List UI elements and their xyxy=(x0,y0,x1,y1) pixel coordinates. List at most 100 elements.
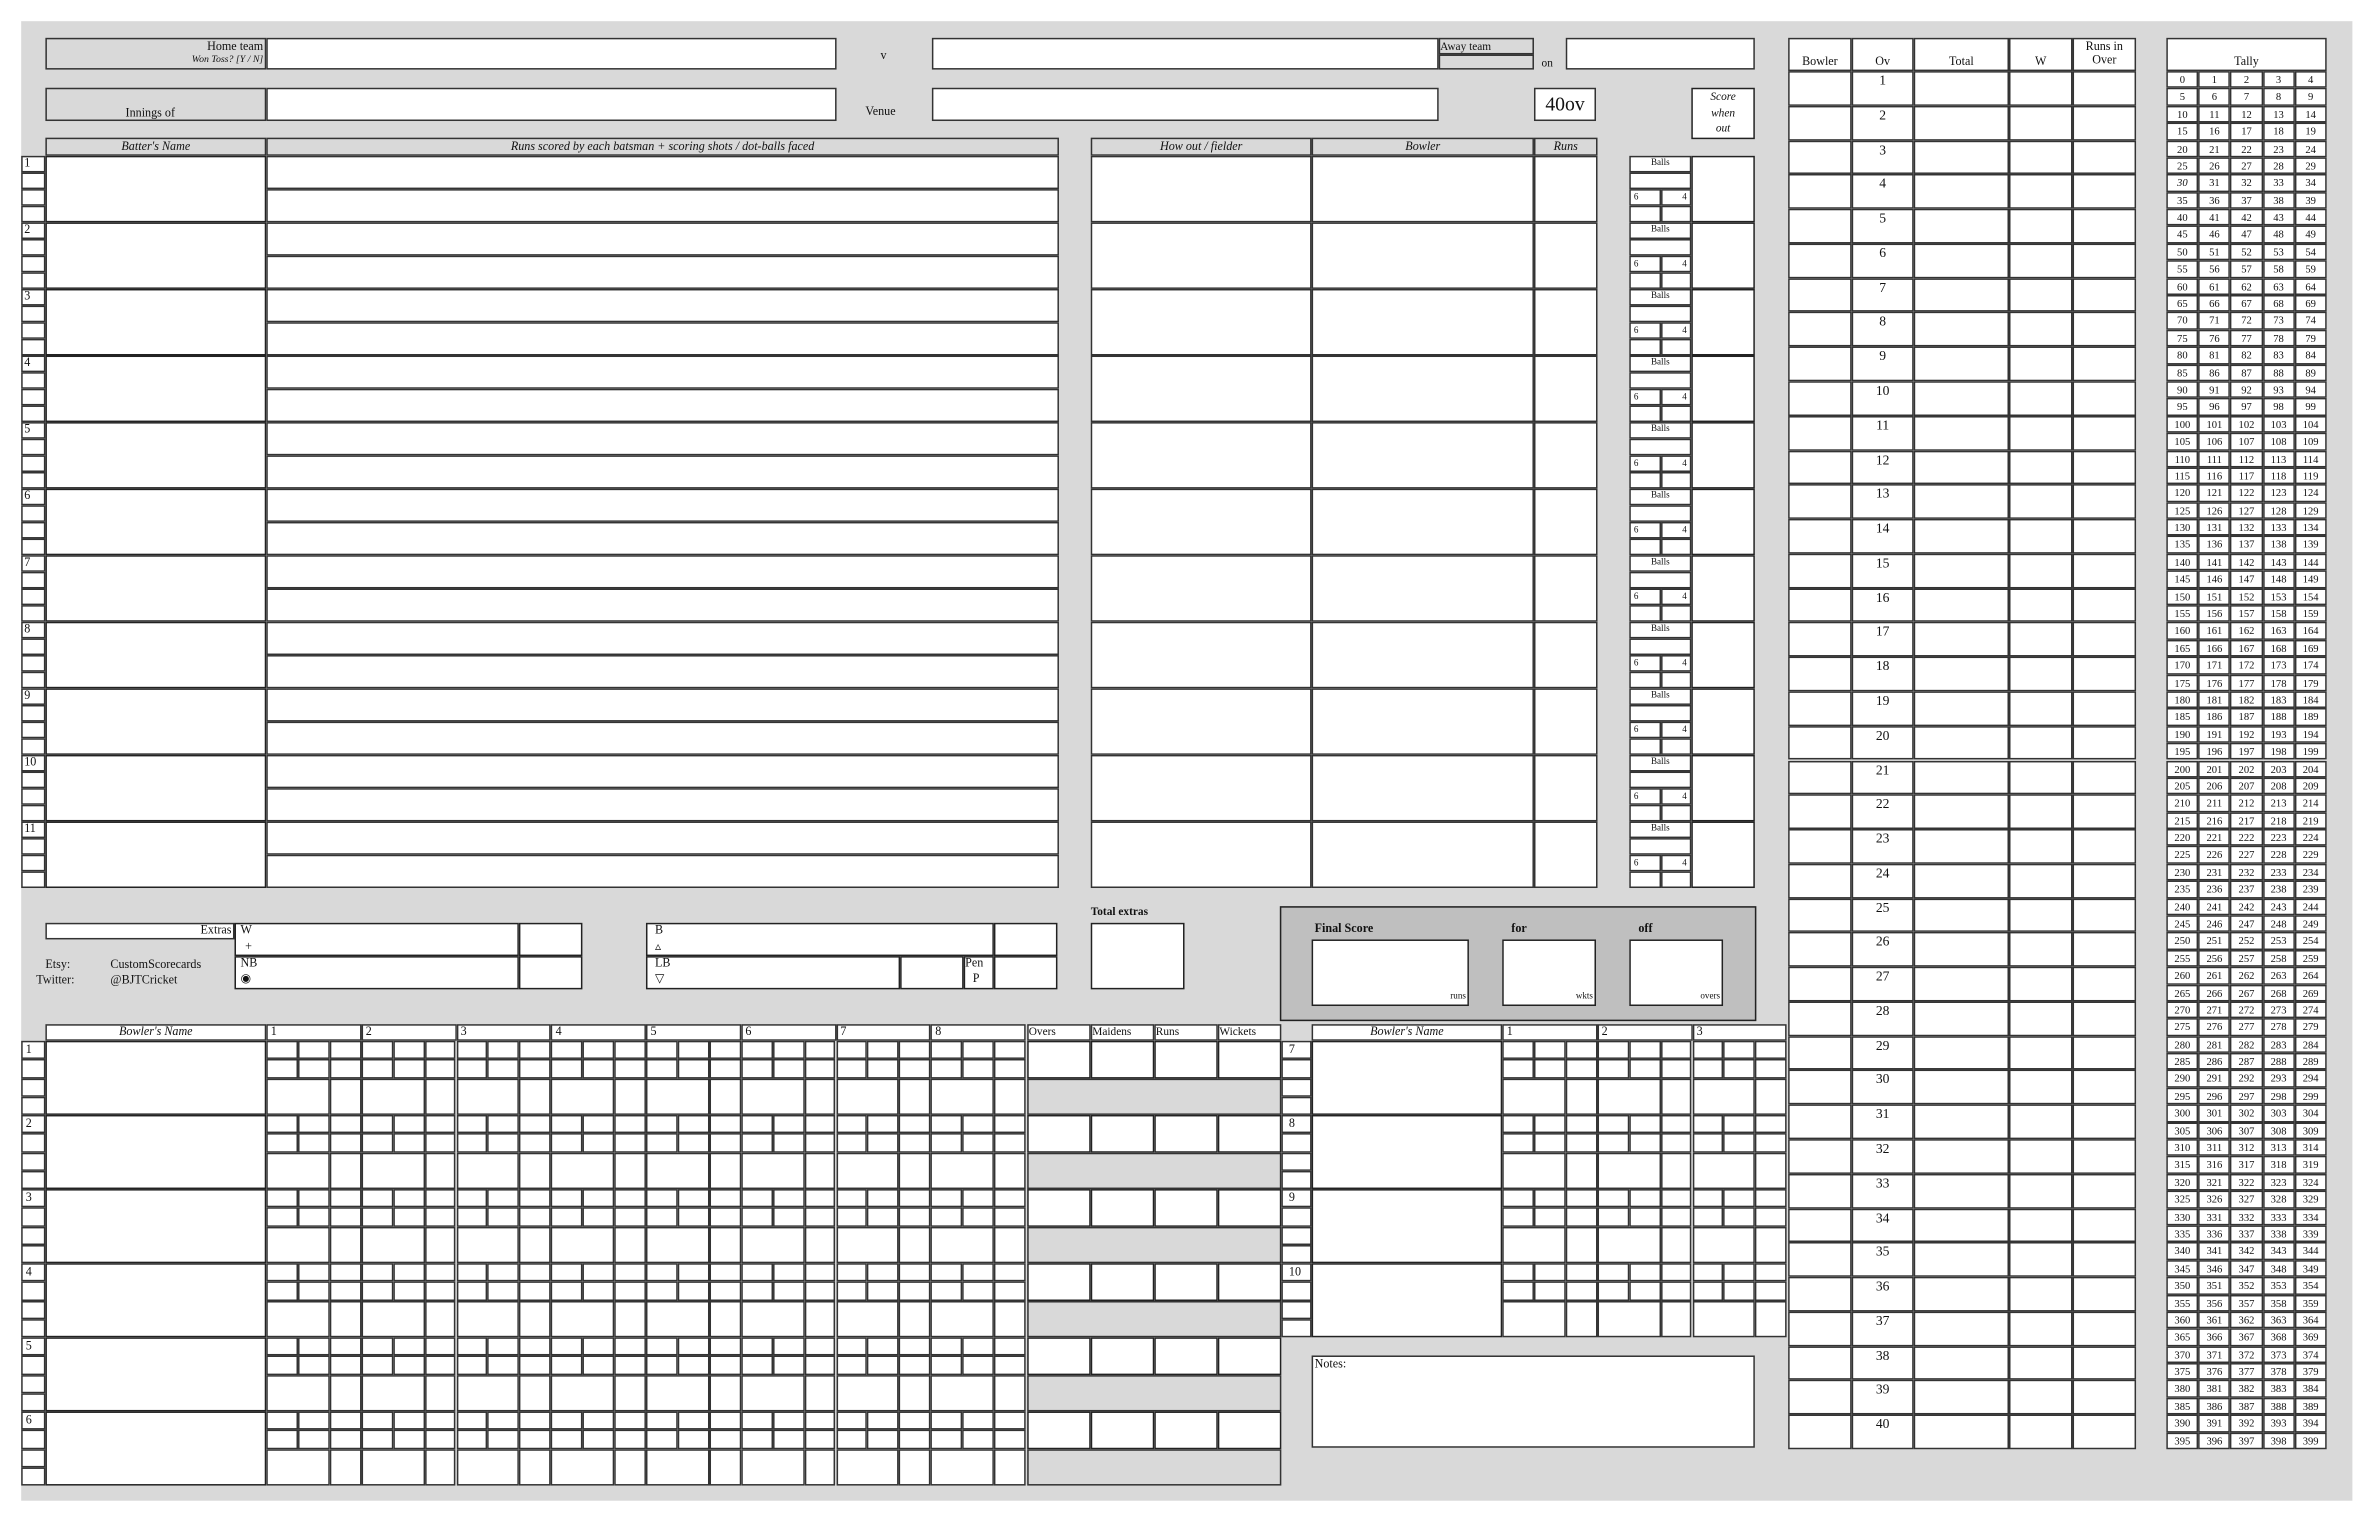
over-log-input[interactable] xyxy=(2072,1035,2137,1071)
ball-cell[interactable] xyxy=(1597,1263,1629,1282)
tally-cell[interactable]: 78 xyxy=(2262,329,2295,347)
dismissal-bowler-input[interactable] xyxy=(1311,821,1534,889)
tally-cell[interactable]: 272 xyxy=(2230,1001,2263,1019)
bowling-summary-input[interactable] xyxy=(1027,1337,1091,1375)
over-log-input[interactable] xyxy=(1913,794,2009,830)
tally-cell[interactable]: 354 xyxy=(2294,1276,2327,1295)
tally-cell[interactable]: 300 xyxy=(2166,1104,2199,1122)
ball-cell[interactable] xyxy=(1660,1189,1693,1208)
tally-cell[interactable]: 114 xyxy=(2294,450,2327,468)
tally-cell[interactable]: 203 xyxy=(2262,760,2295,778)
tally-cell[interactable]: 267 xyxy=(2230,984,2263,1002)
tally-cell[interactable]: 303 xyxy=(2262,1104,2295,1122)
tally-cell[interactable]: 58 xyxy=(2262,260,2295,278)
ball-cell[interactable] xyxy=(456,1281,488,1301)
tally-cell[interactable]: 282 xyxy=(2230,1035,2263,1054)
ball-cell[interactable] xyxy=(1565,1263,1598,1282)
over-log-input[interactable] xyxy=(2072,1139,2137,1174)
fours-input[interactable] xyxy=(1661,338,1692,356)
ball-cell[interactable] xyxy=(1565,1281,1598,1301)
over-log-input[interactable] xyxy=(2072,829,2137,864)
ball-cell[interactable] xyxy=(930,1114,963,1134)
tally-cell[interactable]: 85 xyxy=(2166,363,2199,382)
tally-cell[interactable]: 208 xyxy=(2262,777,2295,795)
tally-cell[interactable]: 332 xyxy=(2230,1208,2263,1226)
tally-cell[interactable]: 170 xyxy=(2166,656,2199,675)
tally-cell[interactable]: 231 xyxy=(2198,863,2231,881)
ball-cell[interactable] xyxy=(962,1040,995,1060)
ball-cell[interactable] xyxy=(1628,1114,1661,1134)
tally-cell[interactable]: 93 xyxy=(2262,381,2295,399)
batter-runs-input[interactable] xyxy=(1533,555,1598,622)
tally-cell[interactable]: 285 xyxy=(2166,1053,2199,1071)
ball-cell[interactable] xyxy=(424,1133,457,1152)
over-log-input[interactable] xyxy=(1788,1070,1852,1105)
ball-cell[interactable] xyxy=(614,1133,646,1152)
bowling-summary-input[interactable] xyxy=(1217,1040,1282,1078)
ball-cell[interactable] xyxy=(645,1263,678,1282)
ball-cell[interactable] xyxy=(519,1059,552,1078)
over-runs-cell[interactable] xyxy=(1692,1151,1756,1190)
ball-cell[interactable] xyxy=(899,1337,931,1356)
ball-cell[interactable] xyxy=(551,1207,583,1227)
final-score-overs-input[interactable] xyxy=(1629,939,1724,1007)
tally-cell[interactable]: 23 xyxy=(2262,140,2295,158)
over-log-input[interactable] xyxy=(1913,656,2009,692)
ball-cell[interactable] xyxy=(582,1429,615,1449)
over-wicket-cell[interactable] xyxy=(994,1448,1026,1486)
ball-cell[interactable] xyxy=(519,1207,552,1227)
over-wicket-cell[interactable] xyxy=(1755,1077,1787,1115)
tally-cell[interactable]: 237 xyxy=(2230,880,2263,898)
tally-cell[interactable]: 106 xyxy=(2198,432,2231,451)
bowler-name-input[interactable] xyxy=(1311,1189,1503,1264)
ball-cell[interactable] xyxy=(1755,1133,1787,1152)
over-log-input[interactable] xyxy=(2008,312,2073,347)
ball-cell[interactable] xyxy=(772,1355,805,1375)
leg-byes-input[interactable] xyxy=(645,956,901,990)
over-runs-cell[interactable] xyxy=(551,1077,615,1115)
ball-cell[interactable] xyxy=(1660,1059,1693,1078)
tally-cell[interactable]: 98 xyxy=(2262,398,2295,416)
ball-cell[interactable] xyxy=(297,1355,330,1375)
ball-cell[interactable] xyxy=(899,1040,931,1060)
over-log-input[interactable] xyxy=(1913,1345,2009,1381)
ball-cell[interactable] xyxy=(962,1207,995,1227)
notes-box[interactable] xyxy=(1311,1355,1755,1448)
ball-cell[interactable] xyxy=(740,1281,773,1301)
runs-scored-input[interactable] xyxy=(266,355,1059,389)
runs-scored-input[interactable] xyxy=(266,655,1059,689)
away-team-input[interactable] xyxy=(931,37,1439,70)
ball-cell[interactable] xyxy=(1533,1040,1566,1060)
tally-cell[interactable]: 63 xyxy=(2262,277,2295,296)
ball-cell[interactable] xyxy=(962,1263,995,1282)
bowler-name-input[interactable] xyxy=(45,1040,267,1115)
sixes-input[interactable] xyxy=(1629,871,1662,889)
tally-cell[interactable]: 74 xyxy=(2294,312,2327,330)
how-out-input[interactable] xyxy=(1090,754,1312,822)
over-log-input[interactable] xyxy=(2072,897,2137,933)
tally-cell[interactable]: 345 xyxy=(2166,1259,2199,1277)
ball-cell[interactable] xyxy=(1755,1207,1787,1227)
date-input[interactable] xyxy=(1565,37,1755,70)
tally-cell[interactable]: 212 xyxy=(2230,794,2263,812)
tally-cell[interactable]: 92 xyxy=(2230,381,2263,399)
tally-cell[interactable]: 313 xyxy=(2262,1139,2295,1157)
tally-cell[interactable]: 112 xyxy=(2230,450,2263,468)
batter-name-input[interactable] xyxy=(45,288,267,356)
ball-cell[interactable] xyxy=(1565,1133,1598,1152)
over-runs-cell[interactable] xyxy=(835,1151,900,1190)
batter-name-input[interactable] xyxy=(45,422,267,489)
tally-cell[interactable]: 206 xyxy=(2198,777,2231,795)
ball-cell[interactable] xyxy=(772,1040,805,1060)
tally-cell[interactable]: 183 xyxy=(2262,691,2295,709)
tally-cell[interactable]: 86 xyxy=(2198,363,2231,382)
tally-cell[interactable]: 61 xyxy=(2198,277,2231,296)
tally-cell[interactable]: 158 xyxy=(2262,605,2295,623)
tally-cell[interactable]: 305 xyxy=(2166,1121,2199,1140)
ball-cell[interactable] xyxy=(1533,1133,1566,1152)
ball-cell[interactable] xyxy=(645,1429,678,1449)
tally-cell[interactable]: 246 xyxy=(2198,915,2231,933)
over-log-input[interactable] xyxy=(2072,484,2137,519)
ball-cell[interactable] xyxy=(1502,1263,1534,1282)
over-log-input[interactable] xyxy=(1913,587,2009,623)
